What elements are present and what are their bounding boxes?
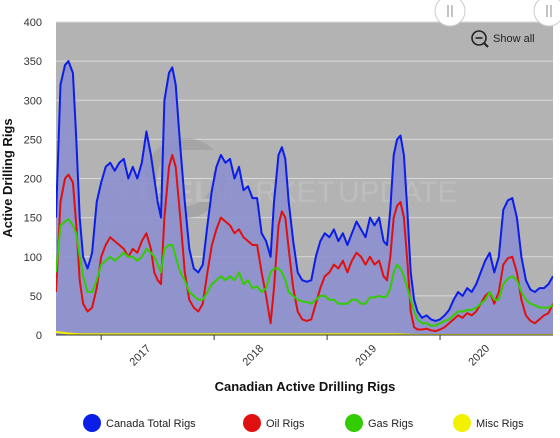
show-all-button[interactable]: Show all	[471, 30, 535, 48]
y-tick-label: 300	[24, 95, 42, 107]
y-tick-label: 400	[24, 17, 42, 29]
y-tick-label: 350	[24, 56, 42, 68]
y-tick-label: 150	[24, 213, 42, 225]
x-axis: 2017 2018 2019 2020	[56, 334, 553, 369]
range-handle-right[interactable]	[533, 0, 560, 27]
legend-label: Canada Total Rigs	[106, 418, 196, 430]
y-tick-label: 0	[36, 330, 42, 342]
x-tick-label: 2019	[353, 343, 379, 369]
legend-label: Misc Rigs	[476, 418, 524, 430]
show-all-label: Show all	[493, 33, 535, 45]
series-layer	[56, 60, 553, 335]
y-tick-label: 200	[24, 174, 42, 186]
legend-item-oil-rigs[interactable]: Oil Rigs	[243, 414, 305, 432]
zoom-out-icon	[471, 30, 489, 48]
x-tick-label: 2018	[240, 343, 266, 369]
y-tick-label: 100	[24, 252, 42, 264]
legend: Canada Total Rigs Oil Rigs Gas Rigs Misc Ri…	[83, 414, 524, 432]
legend-marker	[345, 414, 363, 432]
legend-item-misc-rigs[interactable]: Misc Rigs	[453, 414, 524, 432]
y-tick-label: 250	[24, 134, 42, 146]
x-axis-title: Canadian Active Drilling Rigs	[215, 379, 396, 394]
series-area-canada-total-rigs	[56, 61, 553, 335]
series-line-gas-rigs[interactable]	[56, 218, 553, 327]
legend-marker	[453, 414, 471, 432]
y-axis-title: Active Drilling Rigs	[0, 118, 15, 237]
series-line-misc-rigs[interactable]	[56, 330, 553, 335]
legend-marker	[83, 414, 101, 432]
range-handle-left[interactable]	[434, 0, 466, 27]
series-line-oil-rigs[interactable]	[56, 154, 553, 333]
series-line-canada-total-rigs[interactable]	[56, 60, 553, 322]
legend-item-gas-rigs[interactable]: Gas Rigs	[345, 414, 414, 432]
legend-label: Oil Rigs	[266, 418, 305, 430]
x-tick-label: 2017	[128, 343, 154, 369]
y-tick-label: 50	[30, 291, 42, 303]
y-axis: 0 50 100 150 200 250 300 350 400	[24, 17, 42, 342]
legend-marker	[243, 414, 261, 432]
legend-label: Gas Rigs	[368, 418, 414, 430]
legend-item-canada-total-rigs[interactable]: Canada Total Rigs	[83, 414, 196, 432]
x-tick-label: 2020	[466, 343, 492, 369]
